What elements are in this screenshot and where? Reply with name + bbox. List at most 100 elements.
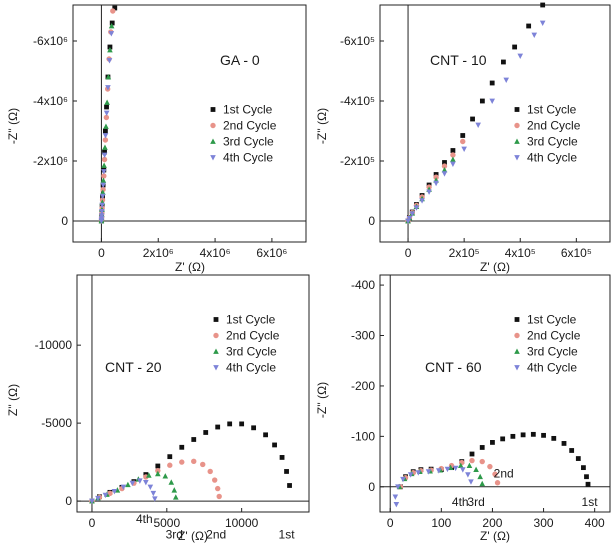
data-point <box>100 182 106 188</box>
data-point <box>575 456 581 461</box>
data-point <box>460 133 466 138</box>
data-point <box>433 174 439 180</box>
data-point <box>152 496 158 502</box>
data-point <box>426 189 432 195</box>
series-4th-cycle <box>98 31 115 224</box>
y-tick-label: -6x10⁶ <box>33 34 68 48</box>
data-point <box>101 152 108 158</box>
data-point <box>99 202 106 209</box>
plot-frame <box>379 4 611 243</box>
x-tick-label: 400 <box>585 516 605 530</box>
data-point <box>460 138 466 145</box>
data-point <box>172 494 179 500</box>
legend-entry: 1st Cycle <box>527 313 577 327</box>
data-point <box>494 480 501 486</box>
data-point <box>469 457 475 464</box>
x-tick-label: 0 <box>387 516 394 530</box>
legend-entry: 4th Cycle <box>223 151 273 165</box>
legend-entry: 1st Cycle <box>226 313 276 327</box>
data-point <box>215 424 221 430</box>
data-point <box>415 470 422 476</box>
data-point <box>101 156 108 163</box>
panel-label: GA - 0 <box>220 52 260 68</box>
data-point <box>541 432 546 438</box>
series-4th-cycle <box>89 478 158 505</box>
data-point <box>155 467 161 474</box>
x-tick-label: 2x10⁶ <box>143 246 174 260</box>
y-tick-label: 0 <box>368 480 375 494</box>
data-point <box>461 146 467 152</box>
panel-label: CNT - 20 <box>105 359 162 375</box>
data-point <box>102 133 109 139</box>
legend-entry: 2nd Cycle <box>223 119 277 133</box>
data-point <box>203 430 209 435</box>
legend-marker <box>514 317 520 322</box>
data-point <box>512 44 518 50</box>
curve-label: 2nd <box>494 467 514 481</box>
plot-frame <box>76 274 310 513</box>
data-point <box>146 472 152 478</box>
data-point <box>539 20 546 26</box>
legend-entry: 4th Cycle <box>527 361 577 375</box>
data-point <box>239 421 245 427</box>
data-point <box>104 104 109 110</box>
data-point <box>530 431 536 437</box>
data-point <box>167 454 173 460</box>
series-1st-cycle <box>405 2 546 224</box>
y-tick-label: 0 <box>61 214 68 228</box>
series-4th-cycle <box>392 465 474 508</box>
legend-entry: 1st Cycle <box>527 103 577 117</box>
data-point <box>393 502 400 508</box>
y-tick-label: -200 <box>351 379 375 393</box>
data-point <box>450 161 456 167</box>
data-point <box>466 462 473 469</box>
y-tick-label: 0 <box>65 494 72 508</box>
data-point <box>102 149 107 155</box>
data-point <box>111 489 118 495</box>
data-point <box>95 495 101 502</box>
data-point <box>441 167 448 173</box>
data-point <box>106 58 113 64</box>
legend-marker <box>514 365 520 371</box>
panel-cnt-60: CNT - 60 Z' (Ω) -Z'' (Ω) 0 100 200 300 400 0 -… <box>315 274 611 543</box>
data-point <box>450 148 456 153</box>
data-point <box>105 74 112 80</box>
data-point <box>207 468 213 475</box>
plot-frame <box>379 274 611 513</box>
data-point <box>395 484 401 490</box>
data-point <box>104 99 110 105</box>
data-point <box>479 458 485 465</box>
legend-entry: 3rd Cycle <box>223 135 274 149</box>
data-point <box>489 98 495 104</box>
data-point <box>452 465 459 472</box>
data-point <box>284 469 289 474</box>
data-point <box>147 484 154 491</box>
x-axis-label: Z' (Ω) <box>480 529 510 543</box>
x-tick-label: 2x10⁵ <box>449 246 480 260</box>
data-point <box>98 215 105 222</box>
data-point <box>167 462 173 468</box>
data-point <box>107 47 113 53</box>
curve-label: 3rd <box>166 528 183 542</box>
data-point <box>409 211 416 217</box>
data-point <box>179 459 185 465</box>
series-4th-cycle <box>405 20 546 224</box>
data-point <box>191 437 197 442</box>
legend-entry: 3rd Cycle <box>226 345 277 359</box>
data-point <box>251 425 257 431</box>
data-point <box>479 445 485 450</box>
x-tick-label: 6x10⁵ <box>561 246 592 260</box>
data-point <box>585 481 591 487</box>
x-tick-label: 200 <box>482 516 502 530</box>
data-point <box>155 470 161 477</box>
data-point <box>457 462 464 469</box>
data-point <box>581 465 586 471</box>
data-point <box>216 493 222 500</box>
data-point <box>102 137 109 143</box>
x-axis-label: Z' (Ω) <box>175 260 205 274</box>
data-point <box>101 162 107 168</box>
data-point <box>137 478 143 484</box>
data-point <box>520 432 526 438</box>
y-tick-label: -400 <box>351 278 375 292</box>
x-tick-label: 300 <box>534 516 554 530</box>
